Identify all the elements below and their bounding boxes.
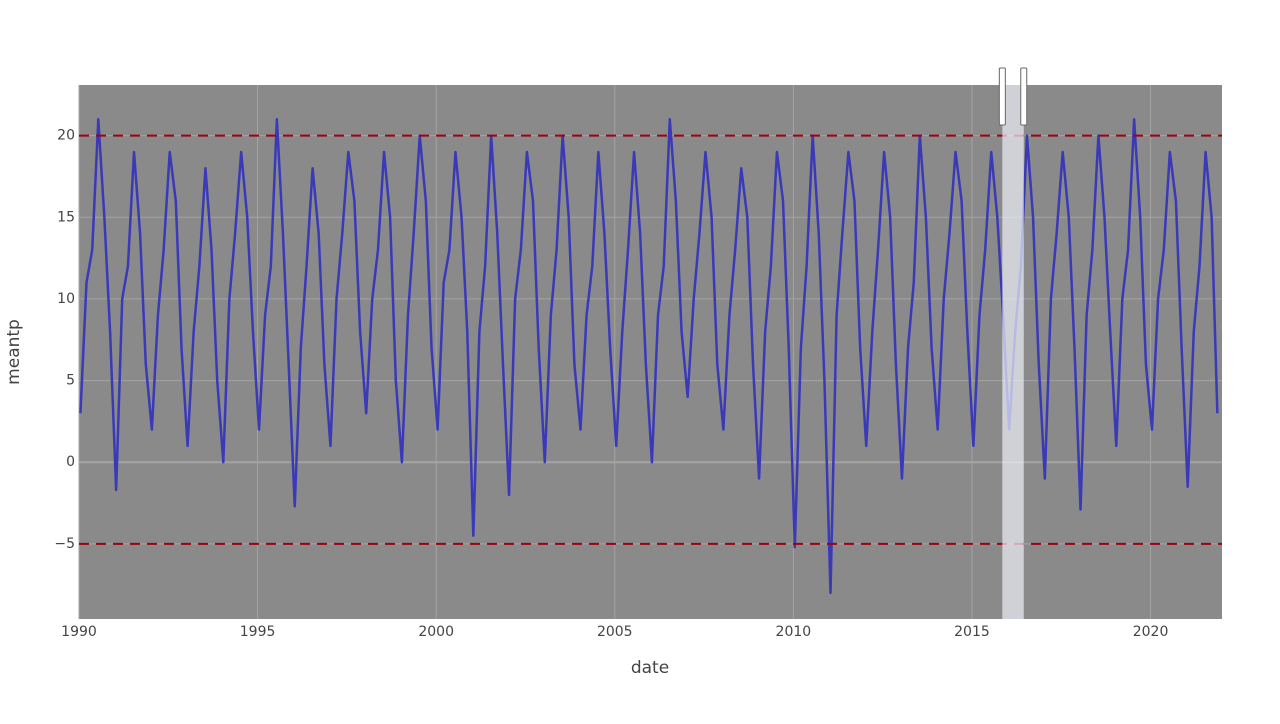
y-tick-label: 20	[57, 128, 75, 144]
band-handle	[998, 67, 1006, 126]
y-tick-label: −5	[54, 536, 75, 552]
x-tick-label: 2015	[954, 624, 990, 640]
y-tick-label: 15	[57, 209, 75, 225]
x-axis-title: date	[631, 658, 669, 678]
x-tick-label: 2020	[1133, 624, 1169, 640]
y-tick-label: 5	[66, 373, 75, 389]
band-handle	[1020, 67, 1028, 126]
y-axis-title: meantp	[4, 319, 24, 385]
x-tick-label: 2000	[418, 624, 454, 640]
x-tick-label: 1995	[240, 624, 276, 640]
plot-background	[79, 85, 1222, 619]
x-tick-label: 1990	[61, 624, 97, 640]
x-tick-label: 2005	[597, 624, 633, 640]
highlight-band	[1002, 85, 1024, 619]
x-tick-label: 2010	[776, 624, 812, 640]
data-line	[79, 118, 1219, 595]
y-tick-label: 0	[66, 454, 75, 470]
y-tick-label: 10	[57, 291, 75, 307]
